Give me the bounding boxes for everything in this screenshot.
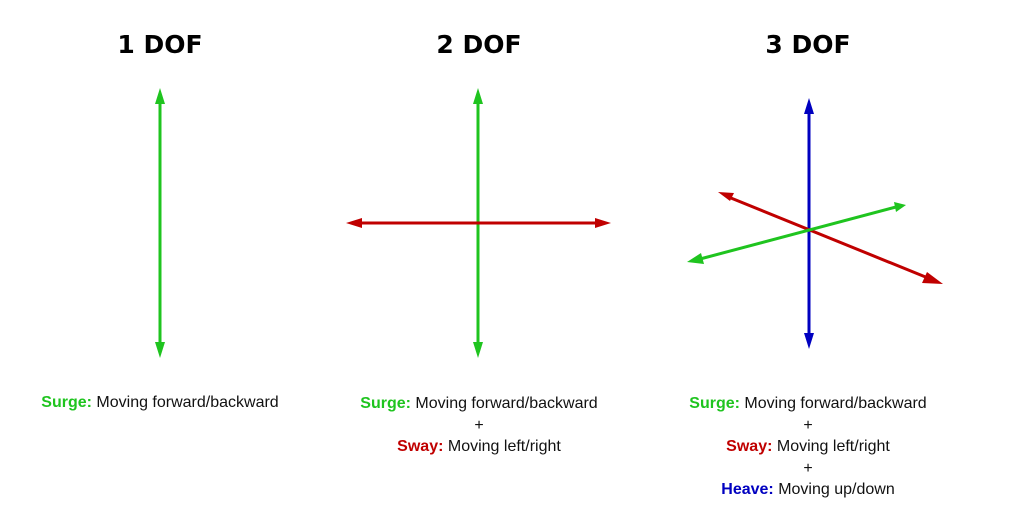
panel-title: 3 DOF xyxy=(765,30,851,59)
caption-1dof: Surge: Moving forward/backward xyxy=(0,392,330,414)
arrowhead-surge-start xyxy=(687,253,704,264)
axes-diagram-2dof xyxy=(346,88,611,358)
caption-2dof: Surge: Moving forward/backward + Sway: M… xyxy=(309,393,649,458)
desc-sway: Moving left/right xyxy=(776,438,890,455)
desc-heave: Moving up/down xyxy=(778,481,895,498)
panel-title: 1 DOF xyxy=(117,30,203,59)
caption-line-sway: Sway: Moving left/right xyxy=(309,436,649,458)
caption-line-surge: Surge: Moving forward/backward xyxy=(638,393,978,415)
arrowhead-sway-end xyxy=(922,272,943,284)
surge-axis xyxy=(699,205,897,261)
plus-separator: + xyxy=(803,459,813,477)
caption-line-surge: Surge: Moving forward/backward xyxy=(309,393,649,415)
term-surge: Surge: xyxy=(360,395,411,412)
axes-diagram-1dof xyxy=(155,88,165,358)
arrowhead-up xyxy=(155,88,165,104)
desc-surge: Moving forward/backward xyxy=(744,395,927,412)
axes-diagram-3dof xyxy=(687,98,943,349)
arrowhead-up xyxy=(473,88,483,104)
arrowhead-up xyxy=(804,98,814,114)
caption-line-heave: Heave: Moving up/down xyxy=(638,479,978,501)
term-sway: Sway: xyxy=(397,438,444,455)
plus-separator: + xyxy=(803,416,813,434)
sway-axis xyxy=(725,194,929,280)
arrowhead-down xyxy=(473,342,483,358)
arrowhead-down xyxy=(804,333,814,349)
panel-title: 2 DOF xyxy=(436,30,522,59)
panel-2dof: 2 DOF Surge: Moving forward/backward + S… xyxy=(309,0,649,522)
arrowhead-sway-start xyxy=(718,192,734,201)
arrowhead-left xyxy=(346,218,362,228)
caption-line-surge: Surge: Moving forward/backward xyxy=(0,392,330,414)
arrowhead-right xyxy=(595,218,611,228)
desc-sway: Moving left/right xyxy=(447,438,561,455)
caption-line-sway: Sway: Moving left/right xyxy=(638,436,978,458)
term-sway: Sway: xyxy=(726,438,773,455)
arrowhead-surge-end xyxy=(894,202,906,212)
term-surge: Surge: xyxy=(689,395,740,412)
term-heave: Heave: xyxy=(721,481,774,498)
desc-surge: Moving forward/backward xyxy=(415,395,598,412)
panel-3dof: 3 DOF Surge: Moving forward/backward + S… xyxy=(638,0,978,522)
term-surge: Surge: xyxy=(41,394,92,411)
caption-3dof: Surge: Moving forward/backward + Sway: M… xyxy=(638,393,978,501)
panel-1dof: 1 DOF Surge: Moving forward/backward xyxy=(0,0,330,522)
arrowhead-down xyxy=(155,342,165,358)
plus-separator: + xyxy=(474,416,484,434)
desc-surge: Moving forward/backward xyxy=(96,394,279,411)
